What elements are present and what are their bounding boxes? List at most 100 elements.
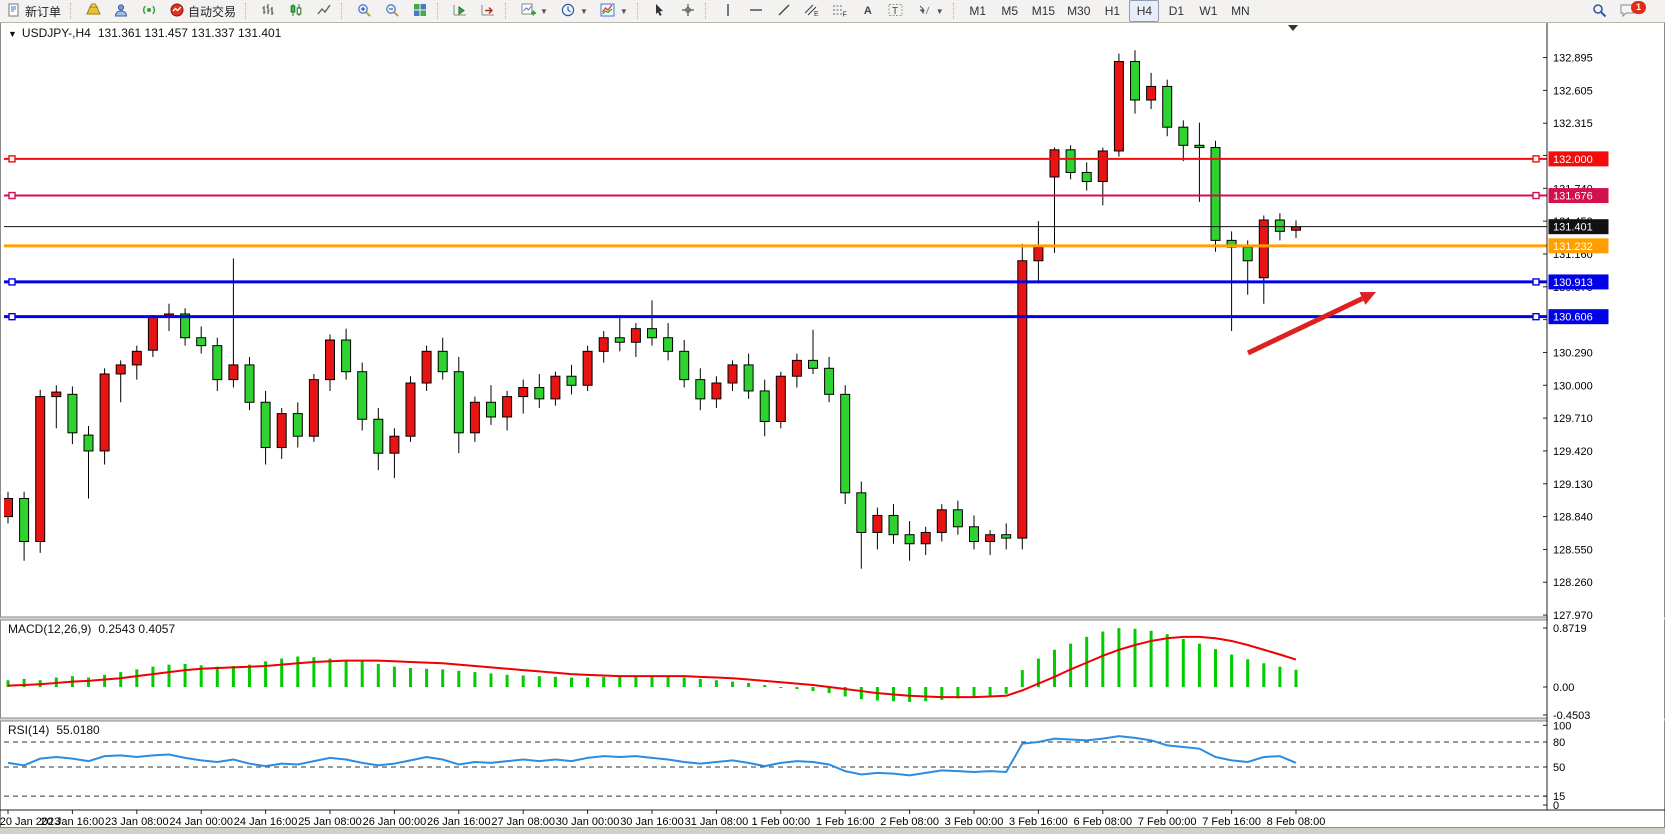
time-axis-label: 26 Jan 00:00 bbox=[363, 816, 427, 828]
cursor-button[interactable] bbox=[647, 0, 673, 22]
line-handle[interactable] bbox=[8, 312, 16, 321]
chart-shift-marker-icon[interactable] bbox=[1288, 25, 1298, 31]
crosshair-button[interactable] bbox=[675, 0, 701, 22]
macd-histogram-bar bbox=[537, 676, 541, 687]
bars-chart-button[interactable] bbox=[255, 0, 281, 22]
line-handle[interactable] bbox=[8, 191, 16, 200]
candlesticks bbox=[4, 50, 1301, 569]
candle-up bbox=[389, 435, 400, 454]
candle-up bbox=[775, 375, 786, 423]
tab-timeframe-d1[interactable]: D1 bbox=[1168, 4, 1185, 18]
text-label-icon: T bbox=[888, 3, 904, 19]
tab-timeframe-w1[interactable]: W1 bbox=[1199, 4, 1218, 18]
candle-up bbox=[1049, 149, 1060, 178]
candle-up bbox=[405, 382, 416, 437]
macd-histogram-bar bbox=[1149, 630, 1153, 687]
svg-text:132.000: 132.000 bbox=[1553, 154, 1593, 166]
zoom-in-button[interactable] bbox=[351, 0, 377, 22]
svg-text:131.232: 131.232 bbox=[1553, 241, 1593, 253]
candles-chart-button[interactable] bbox=[283, 0, 309, 22]
candle-down bbox=[1081, 171, 1092, 183]
profile-button[interactable] bbox=[108, 0, 134, 22]
line-handle[interactable] bbox=[1532, 312, 1540, 321]
horizontal-line-132.000[interactable] bbox=[4, 155, 1547, 163]
tile-windows-button[interactable] bbox=[407, 0, 433, 22]
price-badge-132.000: 132.000 bbox=[1548, 151, 1609, 167]
vertical-line-button[interactable] bbox=[715, 0, 741, 22]
line-handle[interactable] bbox=[1532, 278, 1540, 286]
text-button[interactable]: A bbox=[855, 0, 881, 22]
channel-button[interactable]: E bbox=[799, 0, 825, 22]
horizontal-line-130.606[interactable] bbox=[4, 312, 1547, 321]
macd-axis[interactable]: 0.8719 0.00 -0.4503 bbox=[1543, 623, 1590, 722]
macd-histogram-bar bbox=[199, 665, 203, 687]
template-button[interactable]: ▼ bbox=[595, 0, 633, 22]
trend-arrow[interactable] bbox=[1246, 292, 1376, 356]
period-button[interactable]: ▼ bbox=[555, 0, 593, 22]
gold-button[interactable] bbox=[80, 0, 106, 22]
axis-tick-label: 130.000 bbox=[1553, 380, 1593, 392]
tab-timeframe-m30[interactable]: M30 bbox=[1067, 4, 1091, 18]
line-chart-button[interactable] bbox=[311, 0, 337, 22]
candle-up bbox=[35, 396, 46, 542]
tab-timeframe-m5[interactable]: M5 bbox=[1001, 4, 1019, 18]
horizontal-line-131.676[interactable] bbox=[4, 191, 1547, 200]
macd-histogram-bar bbox=[521, 675, 525, 687]
candle-down bbox=[824, 367, 835, 395]
macd-histogram-bar bbox=[103, 674, 107, 687]
horizontal-line-button[interactable] bbox=[743, 0, 769, 22]
axis-tick-label: 130.290 bbox=[1553, 347, 1593, 359]
chevron-down-icon: ▼ bbox=[935, 6, 944, 16]
zoom-out-button[interactable] bbox=[379, 0, 405, 22]
time-axis-label: 24 Jan 00:00 bbox=[169, 816, 233, 828]
time-axis-label: 3 Feb 00:00 bbox=[945, 816, 1004, 828]
tab-timeframe-mn[interactable]: MN bbox=[1231, 4, 1250, 18]
trendline-button[interactable] bbox=[771, 0, 797, 22]
time-axis-label: 20 Jan 2023 bbox=[0, 816, 60, 828]
time-axis-label: 7 Feb 16:00 bbox=[1202, 816, 1261, 828]
auto-scroll-button[interactable] bbox=[447, 0, 473, 22]
panel-divider[interactable] bbox=[0, 617, 1665, 620]
macd-histogram-bar bbox=[731, 681, 734, 687]
collapse-triangle-icon[interactable]: ▼ bbox=[8, 29, 17, 39]
price-axis[interactable]: 132.895132.605132.315132.030131.740131.4… bbox=[1543, 23, 1609, 810]
candle-down bbox=[196, 337, 207, 347]
horizontal-line-130.913[interactable] bbox=[4, 278, 1547, 286]
candle-down bbox=[759, 390, 770, 423]
autotrade-button[interactable]: 自动交易 bbox=[164, 0, 241, 22]
tab-timeframe-m1[interactable]: M1 bbox=[969, 4, 987, 18]
trendline-icon bbox=[776, 3, 792, 19]
add-indicator-button[interactable]: ▼ bbox=[515, 0, 553, 22]
macd-histogram-bar bbox=[618, 676, 622, 687]
line-handle[interactable] bbox=[8, 278, 16, 286]
rsi-axis[interactable]: 100 80 50 150 bbox=[1543, 720, 1571, 812]
signal-button[interactable] bbox=[136, 0, 162, 22]
tab-timeframe-m15[interactable]: M15 bbox=[1031, 4, 1056, 18]
separator bbox=[437, 3, 443, 19]
candle-up bbox=[727, 364, 738, 384]
add-indicator-icon bbox=[520, 3, 536, 19]
text-label-button[interactable]: T bbox=[883, 0, 909, 22]
panel-divider[interactable] bbox=[0, 718, 1665, 721]
chart-shift-button[interactable] bbox=[475, 0, 501, 22]
axis-tick-label: 132.605 bbox=[1553, 85, 1593, 97]
cursor-icon bbox=[652, 3, 668, 19]
line-handle[interactable] bbox=[1532, 155, 1540, 163]
line-handle[interactable] bbox=[1532, 191, 1540, 200]
time-axis-label: 30 Jan 00:00 bbox=[556, 816, 620, 828]
chat-button[interactable]: 1 bbox=[1614, 0, 1658, 22]
new-order-button[interactable]: 新订单 bbox=[1, 0, 66, 22]
line-handle[interactable] bbox=[8, 155, 16, 163]
main-toolbar: 新订单 自动交易 ▼ ▼ bbox=[0, 0, 1665, 23]
arrows-button[interactable]: ▼ bbox=[911, 0, 949, 22]
search-button[interactable] bbox=[1586, 0, 1612, 22]
macd-histogram-bar bbox=[1278, 666, 1282, 687]
axis-tick-label: 128.840 bbox=[1553, 512, 1593, 524]
candle-up bbox=[228, 364, 239, 381]
tab-timeframe-h1[interactable]: H1 bbox=[1104, 4, 1121, 18]
tab-timeframe-h4[interactable]: H4 bbox=[1129, 0, 1160, 22]
fibonacci-button[interactable]: F bbox=[827, 0, 853, 22]
axis-tick-label: 128.550 bbox=[1553, 544, 1593, 556]
